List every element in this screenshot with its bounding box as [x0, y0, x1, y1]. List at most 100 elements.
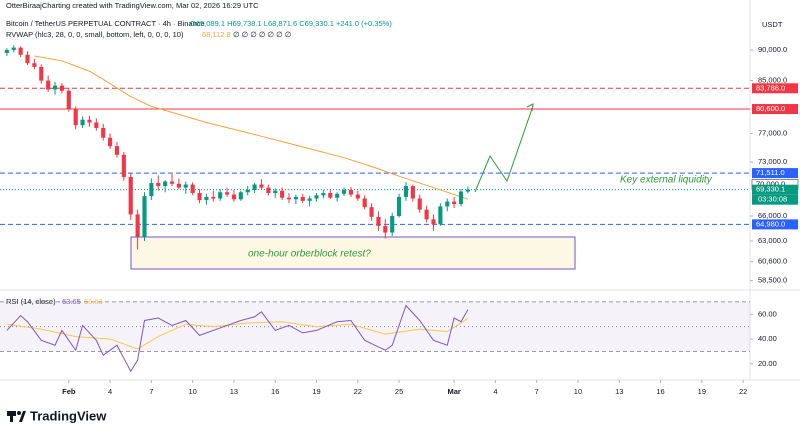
rsi-ma-value: 56.63 — [84, 297, 103, 306]
y-tick-label: 58,500.0 — [758, 276, 787, 285]
candle-body — [73, 109, 78, 126]
y-tick-label: 66,000.0 — [758, 211, 787, 220]
candle-body — [39, 66, 44, 81]
candle-body — [218, 192, 223, 199]
candle-body — [321, 193, 326, 196]
candle-body — [397, 196, 402, 217]
candle-body — [410, 186, 415, 199]
x-tick-label: 7 — [535, 387, 539, 396]
level-label-box — [752, 104, 798, 115]
x-tick-label: 22 — [739, 387, 747, 396]
rvwap-title: RVWAP (hlc3, 28, 0, 0, small, bottom, le… — [6, 30, 184, 39]
candle-body — [238, 192, 243, 200]
rvwap-na: ∅ ∅ ∅ ∅ ∅ ∅ ∅ — [233, 30, 292, 39]
candle-body — [80, 119, 85, 126]
level-label-box — [752, 184, 798, 195]
y-tick-label: 77,000.0 — [758, 128, 787, 137]
brand: TradingView — [30, 408, 107, 423]
candle-body — [190, 184, 195, 194]
candle-body — [176, 183, 181, 188]
y-tick-label: 73,000.0 — [758, 157, 787, 166]
candle-body — [417, 198, 422, 210]
candle-body — [314, 195, 319, 199]
candle-body — [300, 196, 305, 201]
candle-body — [286, 197, 292, 200]
candle-body — [259, 184, 264, 188]
logo-shape — [10, 411, 13, 422]
level-label-box — [752, 219, 798, 230]
candle-body — [46, 80, 51, 90]
candle-body — [390, 216, 395, 233]
level-label-box — [752, 168, 798, 179]
candle-body — [458, 191, 464, 205]
candle-body — [18, 47, 23, 55]
candle-body — [211, 196, 216, 199]
rvwap-value: 68,112.8 — [202, 30, 231, 39]
y-tick-label: 63,000.0 — [758, 236, 787, 245]
x-tick-label: 19 — [698, 387, 706, 396]
candle-body — [66, 90, 71, 110]
candle-body — [52, 85, 58, 90]
candle-body — [424, 209, 429, 220]
candle-body — [114, 146, 120, 155]
candle-body — [225, 192, 230, 195]
candle-body — [293, 196, 298, 200]
candle-body — [32, 63, 37, 67]
candle-body — [231, 194, 237, 200]
candle-body — [307, 198, 312, 201]
level-label: 64,980.0 — [756, 219, 785, 228]
x-tick-label: 13 — [615, 387, 623, 396]
x-tick-label: 22 — [354, 387, 362, 396]
x-tick-label: 13 — [230, 387, 238, 396]
candle-body — [245, 189, 250, 193]
rsi-value: 63.65 — [62, 297, 81, 306]
candle-body — [252, 184, 257, 190]
candle-body — [142, 196, 147, 237]
countdown-box — [752, 194, 798, 205]
candle-body — [273, 190, 278, 194]
candle-body — [94, 122, 99, 128]
x-tick-label: 16 — [271, 387, 279, 396]
level-label-box — [752, 83, 798, 94]
watermark: OtterBiraajCharting created with Trading… — [6, 1, 259, 10]
candle-body — [4, 49, 9, 53]
candle-body — [108, 137, 113, 147]
candle-body — [149, 183, 154, 197]
candle-body — [135, 214, 140, 237]
candle-body — [362, 198, 367, 208]
candle-body — [25, 54, 30, 64]
rsi-title: RSI (14, close) — [6, 297, 56, 306]
candle-body — [355, 194, 360, 199]
candle-body — [431, 219, 436, 225]
y-tick-label: 90,000.0 — [758, 45, 787, 54]
rsi-y-tick-label: 60.00 — [758, 309, 777, 318]
level-label: 70,000.0 — [756, 180, 785, 189]
candle-body — [101, 127, 106, 138]
x-tick-label: Feb — [62, 387, 76, 396]
candle-body — [156, 183, 161, 187]
rvwap-line — [34, 55, 469, 200]
logo-shape — [17, 411, 21, 415]
candle-body — [197, 193, 202, 201]
level-label: 80,600.0 — [756, 104, 785, 113]
rsi-y-tick-label: 20.00 — [758, 359, 777, 368]
x-tick-label: 4 — [493, 387, 497, 396]
level-label: 83,786.0 — [756, 83, 785, 92]
x-tick-label: 25 — [395, 387, 403, 396]
candle-body — [348, 189, 353, 195]
countdown: 03:30:08 — [758, 195, 787, 204]
brand-logo — [7, 411, 26, 422]
x-tick-label: 16 — [656, 387, 664, 396]
x-tick-label: 4 — [108, 387, 112, 396]
ohlc-text: O69,089.1 H69,738.1 L68,871.6 C69,330.1 … — [190, 19, 392, 28]
level-label: 69,330.1 — [756, 185, 785, 194]
candle-body — [11, 47, 16, 50]
orderblock-zone — [130, 236, 576, 270]
candle-body — [403, 186, 409, 197]
rsi-ma-line — [6, 318, 469, 350]
x-tick-label: 10 — [188, 387, 196, 396]
candle-body — [204, 196, 209, 201]
candle-body — [465, 189, 470, 192]
x-tick-label: 19 — [312, 387, 320, 396]
